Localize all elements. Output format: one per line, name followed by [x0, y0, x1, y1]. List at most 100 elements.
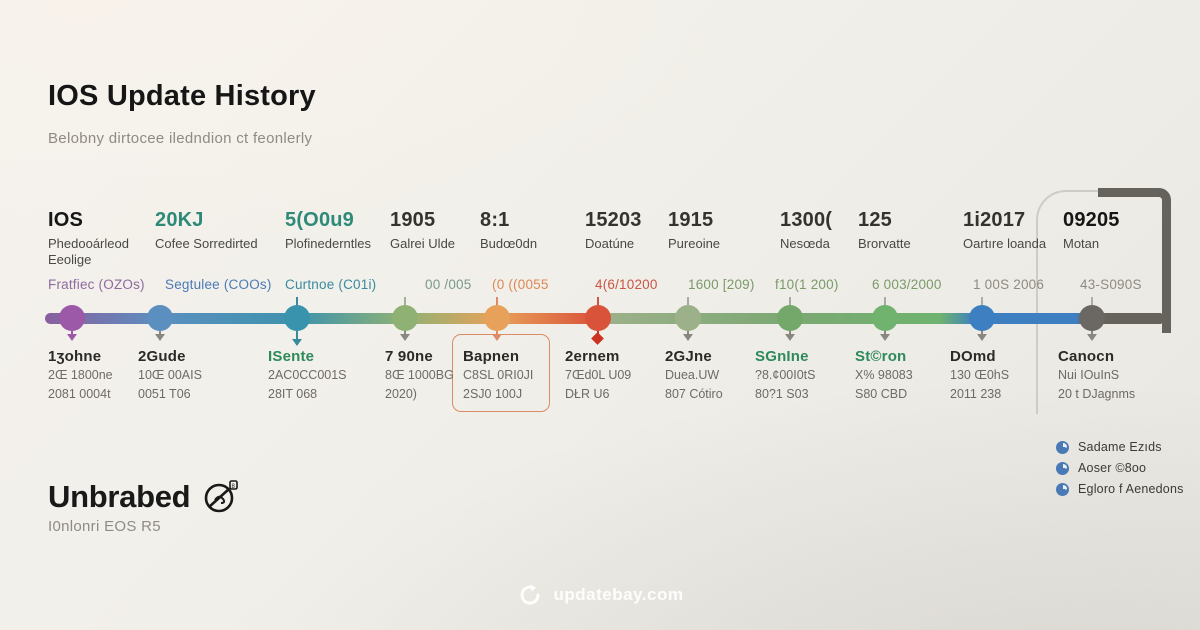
milestone-top-group: 8:1 Budœ0dn [480, 210, 588, 252]
milestone-date: 5(O0u9 [285, 209, 355, 231]
milestone-era-label: Segtulee (COOs) [165, 277, 272, 292]
milestone-top-group: 1300( Nesœda [780, 210, 888, 252]
milestone-name: Oartıre loanda [963, 236, 1047, 251]
milestone-name: Pureoine [668, 236, 721, 251]
milestone-name: Brorvatte [858, 236, 911, 251]
milestone-detail-line-1: Nui IOuInS [1058, 368, 1120, 382]
milestone-date: 125 [858, 209, 892, 231]
milestone-detail-line-2: 2SJ0 100J [463, 386, 523, 401]
legend-item: Sadame Ezıds [1056, 440, 1184, 454]
milestone-version-name: SGnIne [755, 348, 809, 365]
milestone-era-label: 6 003/2000 [872, 277, 942, 292]
milestone-bottom-group: St©ron X% 98083 S80 CBD [855, 348, 955, 402]
milestone-connector-up [404, 297, 406, 311]
milestone-name: Galrei Ulde [390, 236, 456, 251]
milestone-detail-line-1: 2AC0CC001S [268, 368, 347, 382]
milestone-era-label: 1600 [209) [688, 277, 755, 292]
milestone-connector-up [597, 297, 599, 311]
milestone-bottom-group: 2ernem 7Œd0L U09 DŁR U6 [565, 348, 665, 402]
brand-subtitle: I0nlonri EOS R5 [48, 518, 161, 535]
milestone-version-name: DOmd [950, 348, 996, 365]
milestone-era-label: f10(1 200) [775, 277, 839, 292]
legend-item: Egloro f Aenedons [1056, 482, 1184, 496]
milestone-arrow-marker [683, 334, 693, 341]
legend-label: Aoser ©8oo [1078, 461, 1147, 475]
milestone-version-name: Canocn [1058, 348, 1115, 365]
milestone-top-group: 5(O0u9 Plofinederntles [285, 210, 393, 252]
milestone-name: Nesœda [780, 236, 830, 251]
milestone-arrow-marker [880, 334, 890, 341]
milestone-dot [59, 305, 85, 331]
milestone-detail-line-1: 130 Œ0hS [950, 368, 1010, 382]
milestone-detail-line-1: 7Œd0L U09 [565, 368, 632, 382]
watermark-text: updatebay.com [553, 585, 684, 604]
milestone-bottom-group: Canocn Nui IOuInS 20 t DJagnms [1058, 348, 1158, 402]
milestone-detail-line-1: 8Œ 1000BG [385, 368, 454, 382]
milestone-top-group: 125 Brorvatte [858, 210, 966, 252]
milestone-detail-line-1: ?8.¢00I0tS [755, 368, 816, 382]
milestone-dot [484, 305, 510, 331]
milestone-era-label: 00 /005 [425, 277, 472, 292]
milestone-detail-line-1: 10Œ 00AIS [138, 368, 202, 382]
milestone-era-label: (0 ((0055 [492, 277, 549, 292]
milestone-name: Cofee Sorredirted [155, 236, 258, 251]
milestone-dot [147, 305, 173, 331]
milestone-arrow-marker [67, 334, 77, 341]
milestone-arrow-marker [155, 334, 165, 341]
milestone-arrow-marker [492, 334, 502, 341]
watermark: updatebay.com [0, 582, 1200, 608]
milestone-detail-line-2: 20 t DJagnms [1058, 386, 1136, 401]
milestone-date: 1300( [780, 209, 833, 231]
blue-pie-icon [1056, 440, 1069, 454]
milestone-version-name: 2GJne [665, 348, 712, 365]
milestone-detail-line-1: Duea.UW [665, 368, 720, 382]
milestone-date: 15203 [585, 209, 642, 231]
milestone-version-name: St©ron [855, 348, 907, 365]
callout-connector [1098, 188, 1171, 333]
blue-pie-icon [1056, 482, 1069, 496]
legend-label: Egloro f Aenedons [1078, 482, 1184, 496]
milestone-connector-up [687, 297, 689, 311]
milestone-name: Phedooárleod Eeolige [48, 236, 129, 268]
brand-name: Unbrabed [48, 479, 191, 514]
milestone-detail-line-1: C8SL 0RI0JI [463, 368, 534, 382]
milestone-bottom-group: DOmd 130 Œ0hS 2011 238 [950, 348, 1050, 402]
milestone-arrow-marker [785, 334, 795, 341]
milestone-top-group: 15203 Doatúne [585, 210, 693, 252]
milestone-name: Budœ0dn [480, 236, 538, 251]
legend-label: Sadame Ezıds [1078, 440, 1162, 454]
milestone-dot [777, 305, 803, 331]
milestone-era-label: Curtnoe (C01i) [285, 277, 377, 292]
milestone-era-label: Fratfiec (OZOs) [48, 277, 145, 292]
milestone-version-name: Bapnen [463, 348, 520, 365]
milestone-detail-line-2: 807 Cótiro [665, 386, 723, 401]
milestone-version-name: ISente [268, 348, 315, 365]
milestone-version-name: 7 90ne [385, 348, 433, 365]
milestone-detail-line-2: 2011 238 [950, 386, 1002, 401]
milestone-detail-line-2: DŁR U6 [565, 386, 610, 401]
brand-logo-icon: 8 [202, 478, 240, 516]
milestone-top-group: 1i2017 Oartıre loanda [963, 210, 1071, 252]
milestone-bottom-group: 2Gude 10Œ 00AIS 0051 T06 [138, 348, 238, 402]
milestone-version-name: 2ernem [565, 348, 620, 365]
milestone-date: IOS [48, 209, 84, 231]
page-title: IOS Update History [48, 80, 316, 112]
milestone-diamond-marker [591, 332, 604, 345]
brand-row: Unbrabed 8 [48, 478, 240, 516]
milestone-version-name: 1ʒohne [48, 348, 102, 365]
milestone-detail-line-2: 28IT 068 [268, 386, 318, 401]
milestone-date: 8:1 [480, 209, 510, 231]
page-subtitle: Belobny dirtocee iledndion ct feonlerly [48, 130, 313, 147]
milestone-dot [392, 305, 418, 331]
milestone-dot [284, 305, 310, 331]
milestone-detail-line-1: 2Œ 1800ne [48, 368, 113, 382]
milestone-era-label: 1 00S 2006 [973, 277, 1045, 292]
milestone-connector-up [789, 297, 791, 311]
milestone-top-group: 1905 Galrei Ulde [390, 210, 498, 252]
milestone-bottom-group: SGnIne ?8.¢00I0tS 80?1 S03 [755, 348, 855, 402]
milestone-bottom-group: Bapnen C8SL 0RI0JI 2SJ0 100J [463, 348, 563, 402]
milestone-arrow-marker [1087, 334, 1097, 341]
milestone-date: 1i2017 [963, 209, 1026, 231]
milestone-arrow-marker [292, 339, 302, 346]
